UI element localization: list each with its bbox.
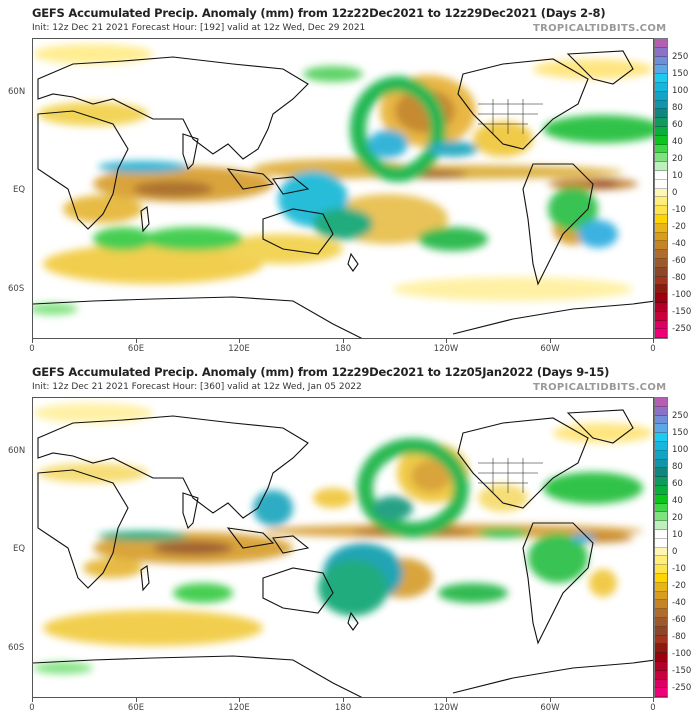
colorbar-label: -10 <box>672 564 686 574</box>
colorbar-label: 40 <box>672 496 683 506</box>
colorbar-label: 80 <box>672 103 683 113</box>
x-tick <box>653 698 654 702</box>
x-tick <box>653 339 654 343</box>
x-tick <box>32 698 33 702</box>
x-tick <box>550 339 551 343</box>
colorbar-label: 10 <box>672 530 683 540</box>
x-tick <box>343 339 344 343</box>
colorbar-label: -10 <box>672 205 686 215</box>
colorbar-label: 60 <box>672 120 683 130</box>
colorbar-label: 100 <box>672 445 689 455</box>
colorbar-label: -40 <box>672 239 686 249</box>
lon-label: 120E <box>228 703 250 713</box>
colorbar-label: -150 <box>672 307 692 317</box>
lon-label: 0 <box>650 344 656 354</box>
colorbar-label: -20 <box>672 222 686 232</box>
colorbar-label: 0 <box>672 547 678 557</box>
lon-label: 180 <box>334 703 352 713</box>
x-tick <box>239 698 240 702</box>
x-tick <box>446 698 447 702</box>
colorbar-label: -80 <box>672 632 686 642</box>
x-tick <box>239 339 240 343</box>
x-tick <box>550 698 551 702</box>
site-credit: TROPICALTIDBITS.COM <box>533 23 667 34</box>
x-tick <box>32 339 33 343</box>
lat-label-60s: 60S <box>8 643 25 653</box>
colorbar-label: 250 <box>672 52 689 62</box>
map-graphic <box>33 44 653 338</box>
lon-label: 60E <box>127 703 145 713</box>
lat-label-eq: EQ <box>13 185 26 195</box>
colorbar-label: -20 <box>672 581 686 591</box>
site-credit: TROPICALTIDBITS.COM <box>533 382 667 393</box>
lon-label: 120E <box>228 344 250 354</box>
lat-label-60n: 60N <box>8 87 26 97</box>
colorbar-label: -100 <box>672 290 692 300</box>
colorbar-label: 100 <box>672 86 689 96</box>
colorbar <box>654 38 668 339</box>
colorbar-label: 60 <box>672 479 683 489</box>
colorbar-label: -250 <box>672 324 692 334</box>
colorbar-label: -250 <box>672 683 692 693</box>
panel-subtitle: Init: 12z Dec 21 2021 Forecast Hour: [19… <box>32 23 366 33</box>
colorbar-label: 0 <box>672 188 678 198</box>
colorbar-label: 10 <box>672 171 683 181</box>
lon-label: 0 <box>29 344 35 354</box>
lon-label: 180 <box>334 344 352 354</box>
lat-label-60n: 60N <box>8 446 26 456</box>
lon-label: 120W <box>433 344 459 354</box>
colorbar-label: 250 <box>672 411 689 421</box>
panel-title: GEFS Accumulated Precip. Anomaly (mm) fr… <box>32 6 606 20</box>
lon-label: 60E <box>127 344 145 354</box>
lat-label-eq: EQ <box>13 544 26 554</box>
panel-title: GEFS Accumulated Precip. Anomaly (mm) fr… <box>32 365 610 379</box>
colorbar-label: 40 <box>672 137 683 147</box>
x-tick <box>136 339 137 343</box>
precip-anomaly-map <box>32 38 654 339</box>
map-panel-days-9-15: GEFS Accumulated Precip. Anomaly (mm) fr… <box>0 359 699 719</box>
x-tick <box>343 698 344 702</box>
colorbar-label: -60 <box>672 256 686 266</box>
lon-label: 0 <box>650 703 656 713</box>
x-tick <box>136 698 137 702</box>
colorbar <box>654 397 668 698</box>
colorbar-label: -150 <box>672 666 692 676</box>
colorbar-label: 20 <box>672 513 683 523</box>
lon-label: 60W <box>540 344 560 354</box>
colorbar-label: 20 <box>672 154 683 164</box>
colorbar-label: -100 <box>672 649 692 659</box>
colorbar-label: -40 <box>672 598 686 608</box>
map-graphic <box>33 403 653 697</box>
lon-label: 60W <box>540 703 560 713</box>
x-tick <box>446 339 447 343</box>
colorbar-label: -60 <box>672 615 686 625</box>
map-panel-days-2-8: GEFS Accumulated Precip. Anomaly (mm) fr… <box>0 0 699 360</box>
colorbar-label: 150 <box>672 428 689 438</box>
colorbar-label: 150 <box>672 69 689 79</box>
colorbar-label: 80 <box>672 462 683 472</box>
panel-subtitle: Init: 12z Dec 21 2021 Forecast Hour: [36… <box>32 382 362 392</box>
lon-label: 120W <box>433 703 459 713</box>
precip-anomaly-map <box>32 397 654 698</box>
lon-label: 0 <box>29 703 35 713</box>
lat-label-60s: 60S <box>8 284 25 294</box>
colorbar-label: -80 <box>672 273 686 283</box>
